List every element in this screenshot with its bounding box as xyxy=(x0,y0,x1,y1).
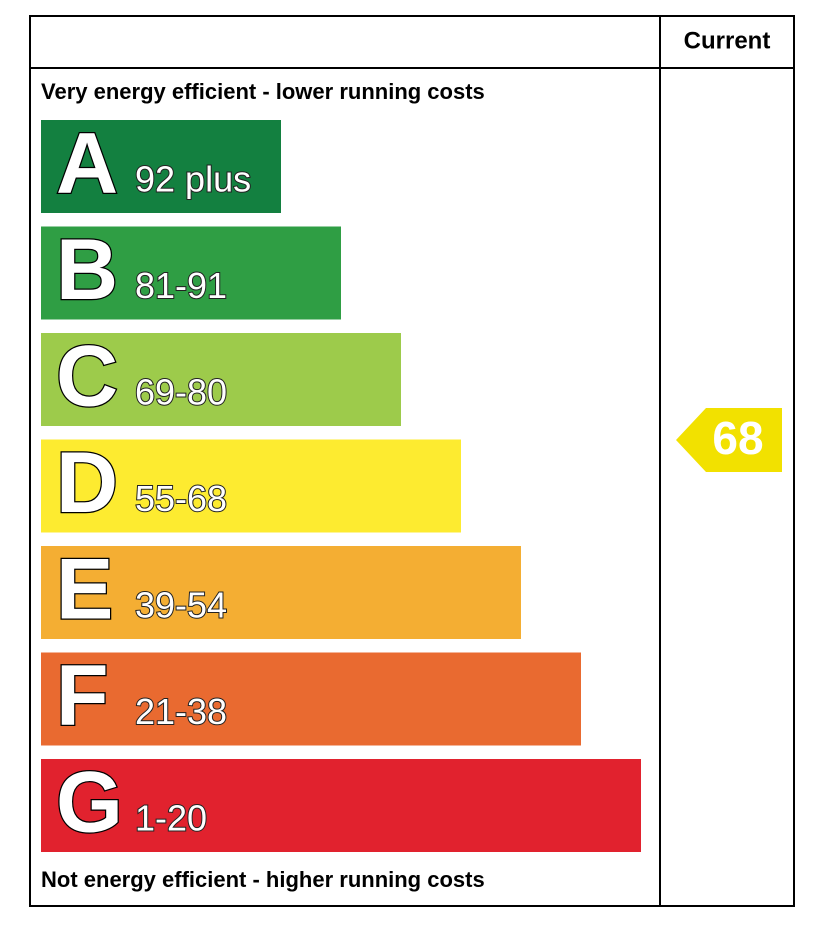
bands: A 92 plus B 81-91 C 69-80 D 55-68 E 39-54 F 21-38 G 1… xyxy=(41,114,641,852)
band-letter: A xyxy=(56,116,118,212)
top-note: Very energy efficient - lower running co… xyxy=(41,79,485,104)
band-range: 55-68 xyxy=(135,478,227,519)
band-letter: B xyxy=(56,222,118,318)
column-header: Current xyxy=(684,27,771,54)
band-bar xyxy=(41,652,581,746)
bottom-note: Not energy efficient - higher running co… xyxy=(41,867,485,892)
band-letter: G xyxy=(56,755,123,851)
marker-arrow xyxy=(676,408,782,472)
frame xyxy=(29,15,795,907)
band-bar xyxy=(41,439,461,533)
current-marker: 68 xyxy=(676,408,782,472)
band-range: 21-38 xyxy=(135,691,227,732)
band-bar xyxy=(41,120,281,213)
band-letter: F xyxy=(56,648,109,744)
band-bar xyxy=(41,333,401,426)
band-range: 39-54 xyxy=(135,585,227,626)
band-letter: D xyxy=(56,435,118,531)
band-range: 92 plus xyxy=(135,159,251,200)
band-range: 1-20 xyxy=(135,798,207,839)
band-letter: C xyxy=(56,329,118,425)
band-bar xyxy=(41,226,341,320)
band-range: 81-91 xyxy=(135,265,227,306)
current-value: 68 xyxy=(712,412,763,464)
band-range: 69-80 xyxy=(135,372,227,413)
band-bar xyxy=(41,759,641,852)
band-bar xyxy=(41,546,521,639)
band-letter: E xyxy=(56,542,113,638)
